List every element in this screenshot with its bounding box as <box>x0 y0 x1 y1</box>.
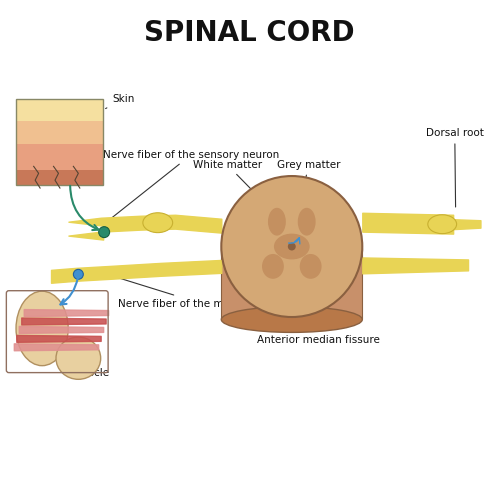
Ellipse shape <box>428 215 456 234</box>
Text: Nerve fiber of the sensory neuron: Nerve fiber of the sensory neuron <box>103 150 280 223</box>
Ellipse shape <box>262 254 284 279</box>
Ellipse shape <box>274 234 310 260</box>
Text: White matter: White matter <box>192 160 262 201</box>
Ellipse shape <box>268 208 286 236</box>
Ellipse shape <box>56 337 100 380</box>
Circle shape <box>222 176 362 317</box>
Text: Muscle: Muscle <box>51 356 110 378</box>
Bar <box>16 121 103 144</box>
Ellipse shape <box>222 306 362 332</box>
Text: Dorsal root: Dorsal root <box>426 128 484 207</box>
Polygon shape <box>222 248 362 320</box>
Bar <box>16 98 103 186</box>
Bar <box>16 144 103 170</box>
Ellipse shape <box>143 213 172 233</box>
Circle shape <box>74 270 84 280</box>
Text: Grey matter: Grey matter <box>277 160 340 199</box>
Text: Anterior median fissure: Anterior median fissure <box>257 321 380 345</box>
Bar <box>16 98 103 121</box>
Ellipse shape <box>300 254 322 279</box>
Circle shape <box>98 226 110 237</box>
Circle shape <box>288 242 296 250</box>
Text: SPINAL CORD: SPINAL CORD <box>144 19 355 47</box>
Text: Skin: Skin <box>106 94 134 108</box>
Bar <box>16 170 103 186</box>
Ellipse shape <box>16 291 68 366</box>
Text: Nerve fiber of the motor neuron: Nerve fiber of the motor neuron <box>104 273 285 308</box>
Ellipse shape <box>298 208 316 236</box>
